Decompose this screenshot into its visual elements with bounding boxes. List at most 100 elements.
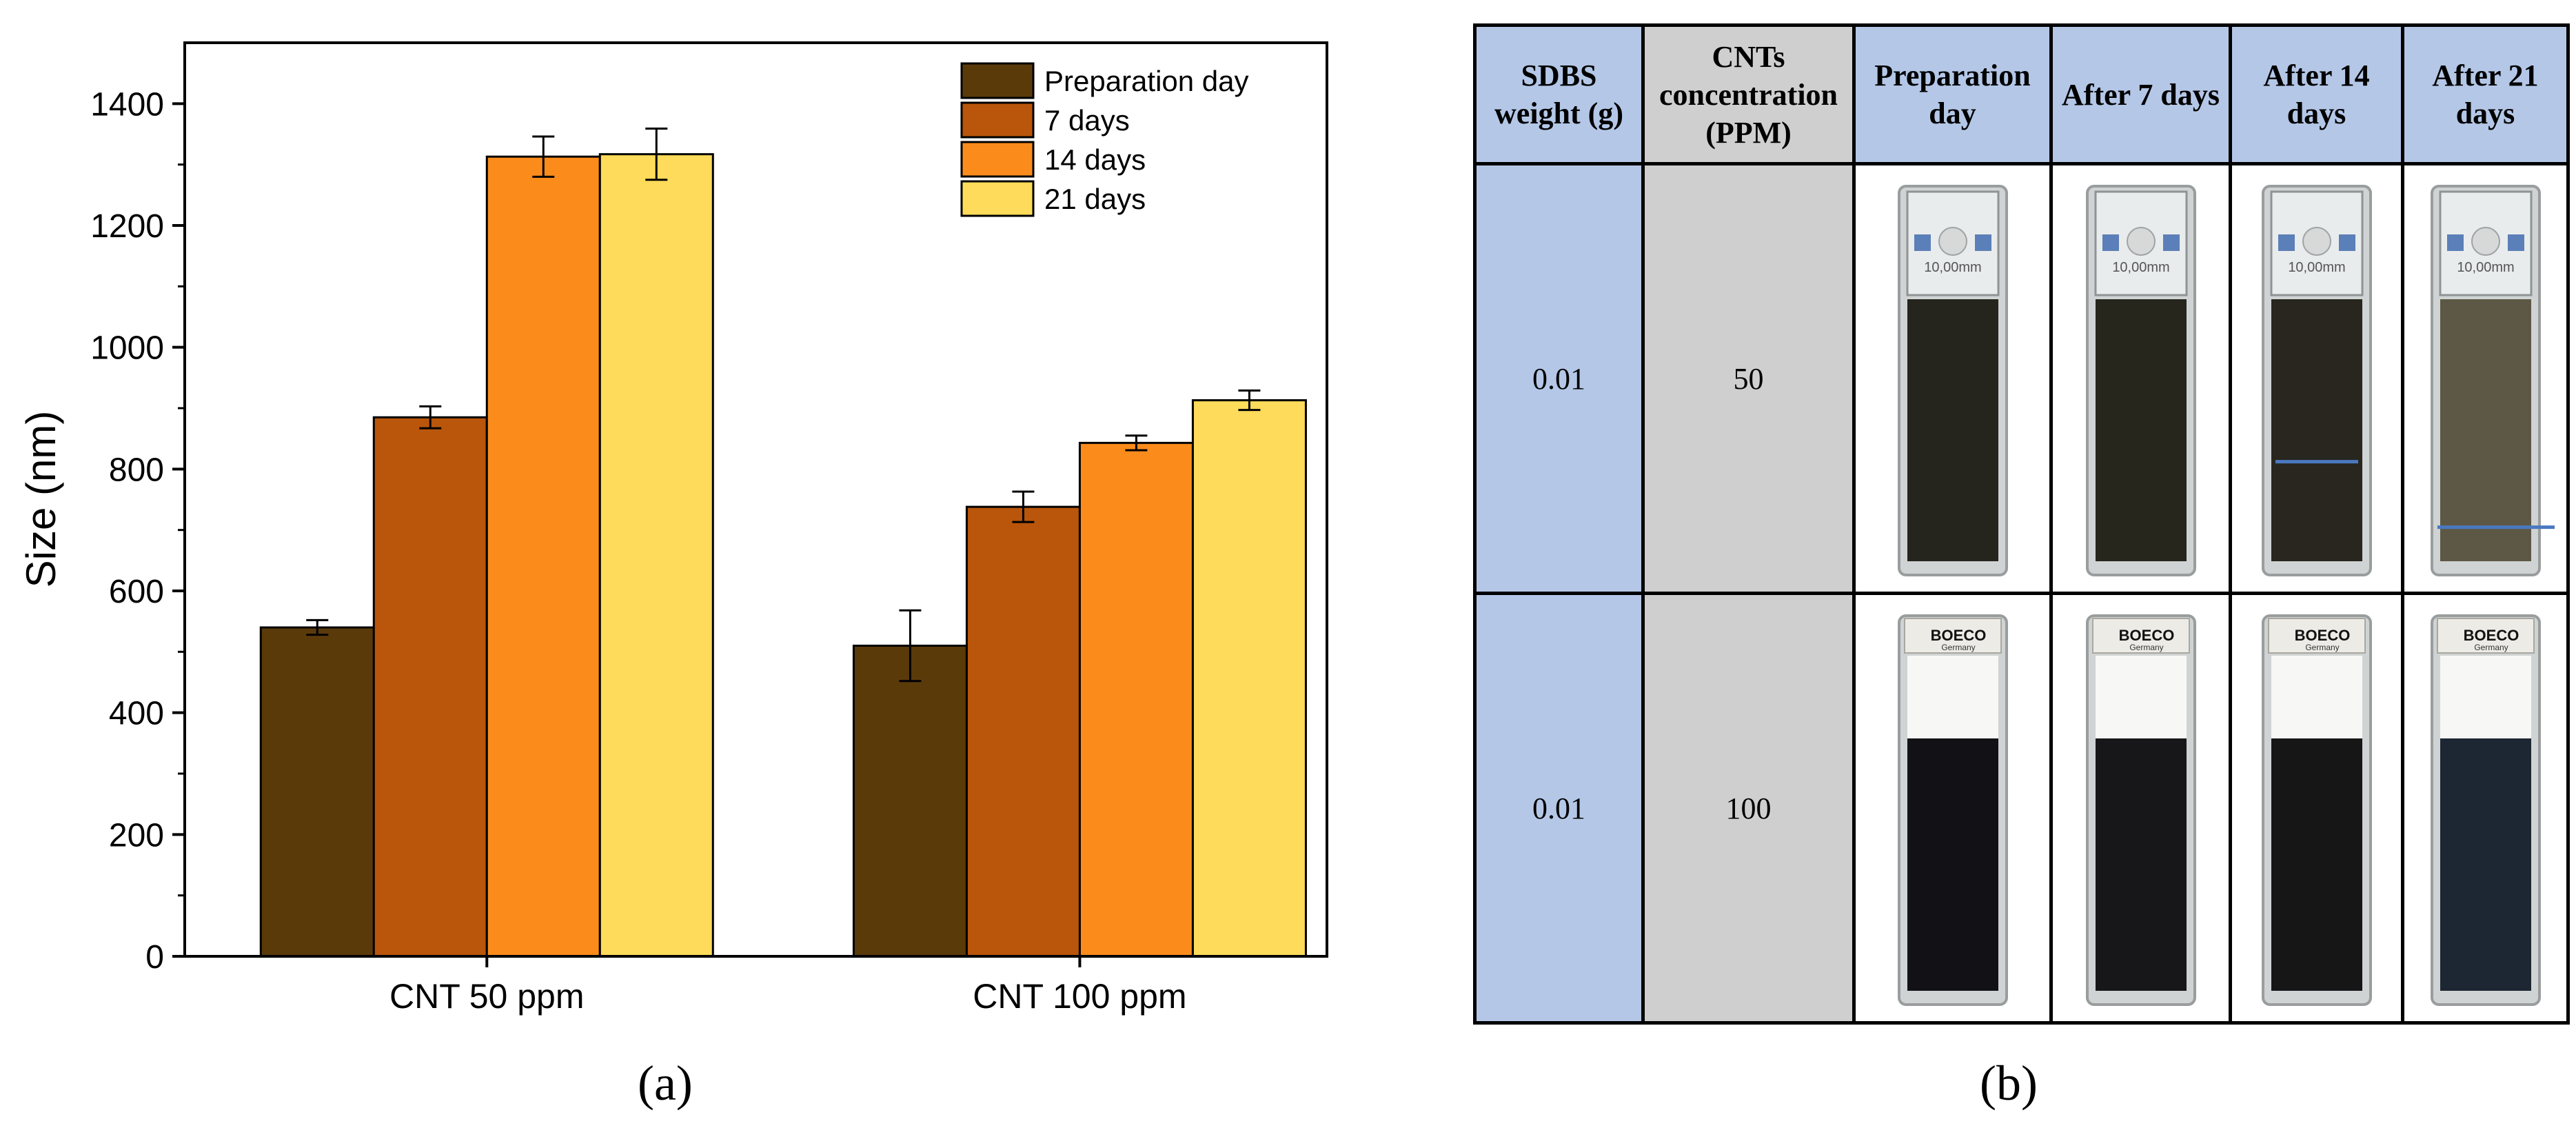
y-axis: 0 200 400 600 800 1000 1200 1400 (90, 86, 185, 976)
cap-logo (1938, 227, 1967, 256)
cuvette-photo: 10,00mm (1897, 185, 2008, 576)
header-sdbs-weight: SDBS weight (g) (1473, 23, 1645, 165)
header-after-14-days: After 14 days (2229, 23, 2404, 165)
cuvette-label: 10,00mm (1924, 260, 1981, 275)
cap-marker (2278, 234, 2295, 251)
bar-14-days-cnt-100 (1078, 441, 1194, 958)
cuvette-headspace (1907, 656, 1998, 738)
bar-21-days-cnt-50 (598, 153, 714, 958)
bar-7-days-cnt-50 (372, 416, 488, 958)
cuvette-liquid (1907, 299, 1998, 561)
cap-marker (2102, 234, 2119, 251)
legend-label: 7 days (1044, 104, 1130, 137)
cuvette-headspace (2271, 656, 2362, 738)
cuvette-liquid (2440, 299, 2531, 561)
cuvette-headspace (2440, 656, 2531, 738)
y-tick-label: 600 (109, 574, 164, 610)
bar-preparation-day-cnt-100 (852, 645, 968, 958)
cuvette-brand: BOECO (2463, 627, 2519, 644)
cuvette-cap (2091, 618, 2190, 654)
error-bar (899, 609, 922, 683)
y-tick-label: 800 (109, 452, 164, 488)
error-bar (645, 128, 668, 181)
cap-marker (1914, 234, 1931, 251)
error-bar (1238, 389, 1261, 412)
y-tick-label: 200 (109, 817, 164, 854)
error-bars-layer (306, 128, 1261, 683)
sdbs-weight-cell: 0.01 (1473, 162, 1645, 595)
cuvette-label: 10,00mm (2288, 260, 2345, 275)
header-after-7-days: After 7 days (2049, 23, 2232, 165)
cuvette-liquid (2271, 738, 2362, 991)
cuvette-brand-sub: Germany (2305, 643, 2339, 652)
cuvette-label: 10,00mm (2457, 260, 2514, 275)
cap-marker (2338, 234, 2355, 251)
error-bar (1012, 490, 1035, 523)
bar-21-days-cnt-100 (1191, 399, 1307, 958)
legend: Preparation day 7 days 14 days 21 days (960, 62, 1249, 217)
cap-logo (2471, 227, 2500, 256)
cuvette-brand: BOECO (1930, 627, 1986, 644)
table-row: 0.01 100 BOECO Germany BOECO Germany BOECO… (1473, 592, 2570, 1025)
legend-swatch (960, 180, 1035, 217)
error-bar (306, 618, 329, 636)
plot-frame (183, 41, 1328, 958)
cuvette-cap (2436, 618, 2535, 654)
cuvette-photo-cell: BOECO Germany (2229, 592, 2404, 1025)
cap-marker (1974, 234, 1991, 251)
cuvette-photo: 10,00mm (2085, 185, 2196, 576)
legend-swatch (960, 101, 1035, 139)
y-tick-label: 0 (145, 939, 164, 976)
cuvette-liquid (2271, 299, 2362, 561)
cuvette-liquid (1907, 738, 1998, 991)
bar-preparation-day-cnt-50 (259, 626, 375, 958)
y-tick-label: 400 (109, 696, 164, 732)
cuvette-liquid (2095, 738, 2187, 991)
cuvette-liquid (2440, 738, 2531, 991)
error-bar (1125, 434, 1148, 452)
bar-7-days-cnt-100 (965, 505, 1081, 958)
error-bar (419, 405, 442, 430)
legend-label: Preparation day (1044, 65, 1249, 97)
cuvette-photo: 10,00mm (2430, 185, 2555, 576)
cuvette-photo-cell: 10,00mm (2401, 162, 2570, 595)
cap-logo (2126, 227, 2156, 256)
caption-b: (b) (1980, 1056, 2038, 1111)
header-cnt-concentration: CNTs concentration (PPM) (1641, 23, 1856, 165)
table-header-row: SDBS weight (g) CNTs concentration (PPM)… (1473, 23, 2570, 165)
sdbs-weight-cell: 0.01 (1473, 592, 1645, 1025)
dispersion-samples-table: SDBS weight (g) CNTs concentration (PPM)… (1473, 23, 2570, 1025)
caption-a: (a) (638, 1056, 693, 1111)
cuvette-brand-sub: Germany (2129, 643, 2163, 652)
legend-swatch (960, 141, 1035, 178)
cap-marker (2507, 234, 2524, 251)
cuvette-photo-cell: 10,00mm (1852, 162, 2053, 595)
cuvette-photo: 10,00mm (2261, 185, 2372, 576)
legend-label: 21 days (1044, 183, 1146, 215)
cap-logo (2302, 227, 2331, 256)
cuvette-photo-cell: BOECO Germany (2401, 592, 2570, 1025)
x-tick-label: CNT 100 ppm (973, 977, 1186, 1016)
bar-14-days-cnt-50 (485, 155, 601, 958)
concentration-cell: 50 (1641, 162, 1856, 595)
cap-marker (2446, 234, 2464, 251)
legend-label: 14 days (1044, 143, 1146, 176)
cuvette-brand-sub: Germany (1941, 643, 1975, 652)
cuvette-brand: BOECO (2118, 627, 2174, 644)
header-after-21-days: After 21 days (2401, 23, 2570, 165)
concentration-cell: 100 (1641, 592, 1856, 1025)
cuvette-cap (2267, 618, 2366, 654)
error-bar (532, 135, 555, 178)
y-tick-label: 1200 (90, 208, 164, 245)
cuvette-brand: BOECO (2294, 627, 2350, 644)
cuvette-liquid (2095, 299, 2187, 561)
legend-swatch (960, 62, 1035, 99)
cuvette-photo-cell: 10,00mm (2229, 162, 2404, 595)
y-tick-label: 1000 (90, 330, 164, 367)
y-axis-label: Size (nm) (18, 411, 64, 588)
cuvette-label: 10,00mm (2112, 260, 2169, 275)
table-row: 0.01 50 10,00mm 10,00mm 10,00mm 10,00mm (1473, 162, 2570, 595)
